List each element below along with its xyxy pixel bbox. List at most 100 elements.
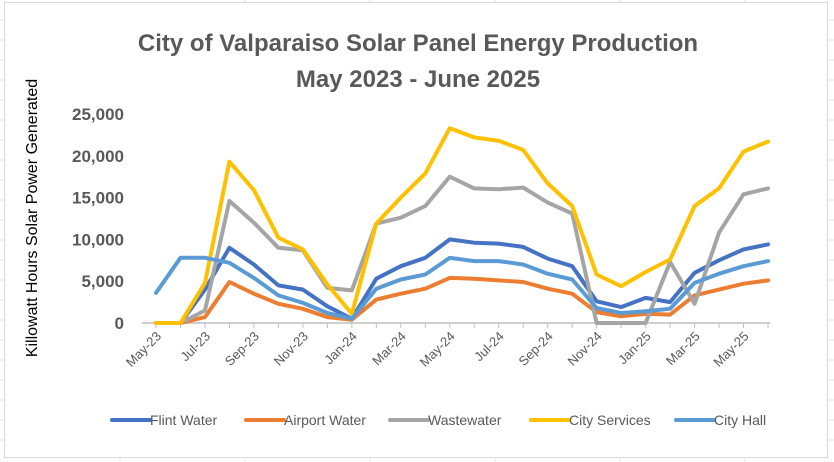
x-tick-label: Jul-24 [471,329,507,365]
y-tick-label: 25,000 [72,105,124,124]
data-point [767,260,769,262]
data-point [571,278,573,281]
data-point [595,273,598,276]
data-point [204,256,206,259]
data-point [767,279,769,282]
data-point [277,284,280,287]
data-point [448,238,451,241]
data-point [400,265,402,267]
x-tick-label: Jan-25 [615,329,654,368]
chart-title: City of Valparaiso Solar Panel Energy Pr… [138,30,698,57]
data-point [375,222,378,225]
data-point [497,260,500,262]
data-point [375,298,378,301]
data-point [522,281,524,283]
data-point [204,309,206,312]
y-tick-label: 20,000 [72,147,124,166]
data-point [595,300,598,303]
data-point [473,136,476,139]
data-point [400,216,402,219]
series-line-wastewater [154,174,770,325]
x-tick-label: May-25 [710,329,751,370]
data-point [620,315,622,318]
data-point [424,273,427,276]
y-tick-label: 10,000 [72,230,124,249]
data-point [473,241,476,244]
data-point [571,205,573,207]
data-point [693,294,696,297]
data-point [302,288,304,291]
data-point [595,322,598,324]
series-line-flint-water [154,237,770,325]
data-point [448,277,451,279]
data-point [253,263,255,266]
data-point [620,312,622,314]
data-point [277,236,280,239]
data-point [742,282,745,285]
data-point [669,307,671,310]
data-point [693,302,696,305]
data-point [644,271,647,273]
data-point [522,186,524,189]
series-line-city-hall [154,255,770,321]
data-point [620,306,622,308]
data-point [326,316,329,318]
data-point [253,277,255,279]
data-point [718,272,720,275]
data-point [448,127,451,130]
data-point [669,301,671,303]
data-point [742,193,745,196]
data-point [448,256,451,259]
data-point [693,272,696,274]
data-point [546,287,549,290]
data-point [767,187,769,190]
y-tick-label: 0 [115,314,124,333]
data-point [326,283,329,286]
data-point [620,285,622,288]
chart-subtitle: May 2023 - June 2025 [296,66,540,93]
data-point [742,150,745,153]
data-point [155,292,157,294]
y-tick-label: 15,000 [72,189,124,208]
data-point [473,260,476,262]
data-point [351,289,353,292]
data-point [718,259,720,262]
data-point [204,316,206,318]
plot-series [154,126,770,325]
data-point [742,248,745,251]
data-point [424,172,427,175]
legend-label: Flint Water [150,412,217,428]
data-point [302,307,304,310]
x-tick-label: Mar-24 [369,329,409,369]
data-point [326,305,329,308]
data-point [204,282,206,284]
data-point [497,188,500,191]
data-point [669,258,671,261]
legend-label: City Hall [714,412,766,428]
data-point [546,272,549,275]
x-tick-label: Jan-24 [321,329,360,368]
data-point [546,257,549,260]
x-tick-label: Nov-23 [271,329,311,369]
x-tick-label: Sep-24 [516,329,556,369]
data-point [400,196,402,199]
data-point [644,322,647,324]
x-tick-label: Nov-24 [565,329,605,369]
data-point [277,294,280,297]
data-point [424,287,427,290]
data-point [228,160,231,163]
data-point [228,281,231,283]
data-point [253,292,255,295]
series-line-airport-water [154,275,770,325]
data-point [253,189,255,191]
data-point [253,221,255,224]
data-point [522,149,524,151]
data-point [644,313,647,315]
data-point [595,307,598,309]
chart-area[interactable] [4,2,828,458]
data-point [400,292,402,295]
data-point [718,187,720,190]
data-point [179,322,182,324]
data-point [277,302,280,305]
